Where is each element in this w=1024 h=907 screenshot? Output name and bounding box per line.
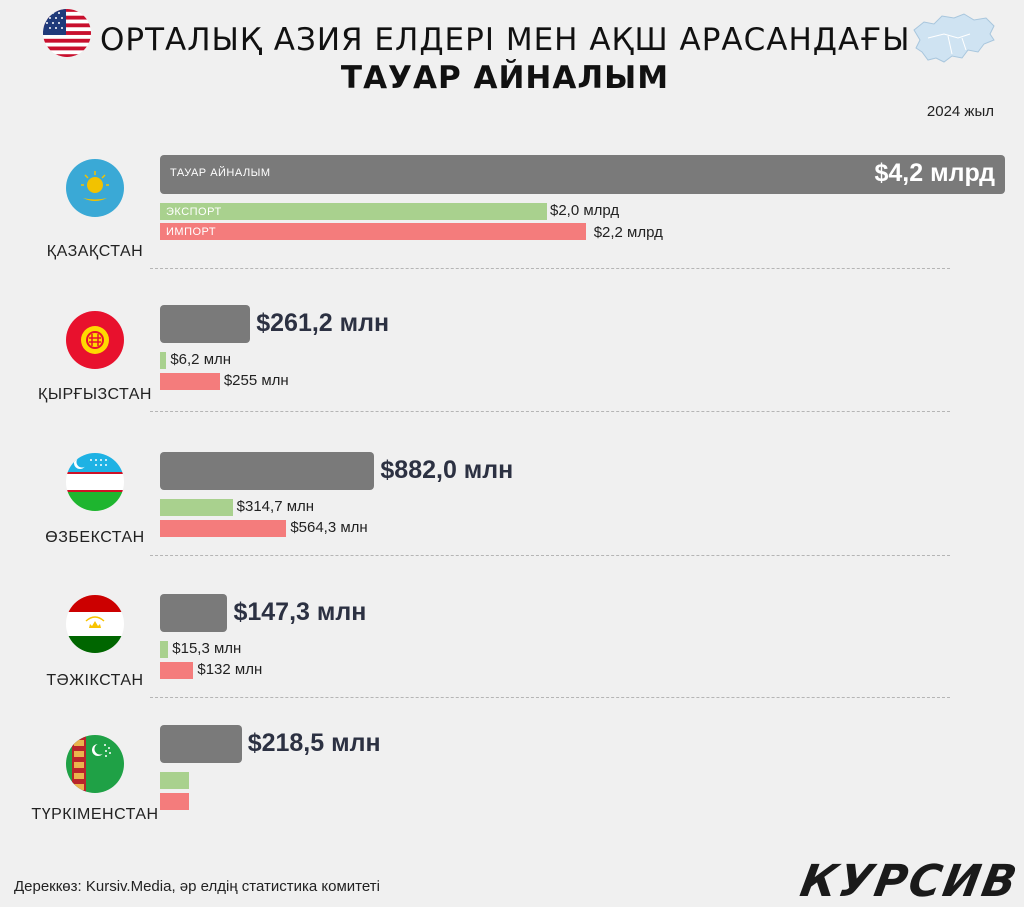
- import-label-kyrgyzstan: $255 млн: [223, 372, 289, 389]
- total-label-turkmenistan: $218,5 млн: [247, 729, 381, 757]
- year-label: 2024 жыл: [926, 103, 994, 120]
- import-label-uzbekistan: $564,3 млн: [290, 519, 368, 536]
- title-line-1: ОРТАЛЫҚ АЗИЯ ЕЛДЕРІ МЕН АҚШ АРАСАНДАҒЫ: [100, 22, 911, 58]
- bar-import-kyrgyzstan: [160, 373, 220, 390]
- bar-import-uzbekistan: [160, 520, 287, 537]
- bar-export-caption-kazakhstan: ЭКСПОРТ: [166, 206, 222, 218]
- bar-export-tajikistan: [160, 641, 169, 658]
- export-label-kyrgyzstan: $6,2 млн: [170, 351, 232, 368]
- country-label-uzbekistan: ӨЗБЕКСТАН: [45, 529, 145, 546]
- country-label-kyrgyzstan: ҚЫРҒЫЗСТАН: [38, 386, 152, 403]
- kyrgyzstan-flag-icon: [66, 311, 124, 369]
- total-label-uzbekistan: $882,0 млн: [380, 456, 514, 484]
- country-label-tajikistan: ТӘЖІКСТАН: [46, 672, 144, 689]
- total-label-tajikistan: $147,3 млн: [233, 598, 367, 626]
- source-note: Дереккөз: Kursiv.Media, әр елдің статист…: [14, 878, 380, 895]
- bar-export-kyrgyzstan: [160, 352, 167, 369]
- row-divider: [150, 697, 950, 698]
- total-label-kyrgyzstan: $261,2 млн: [256, 309, 390, 337]
- bar-export-turkmenistan: [160, 772, 189, 789]
- export-label-tajikistan: $15,3 млн: [172, 640, 242, 657]
- bar-total-kyrgyzstan: [160, 305, 251, 343]
- bar-total-kazakhstan: [160, 155, 1005, 194]
- import-label-kazakhstan: $2,2 млрд: [593, 224, 663, 241]
- bar-total-tajikistan: [160, 594, 228, 632]
- bar-import-caption-kazakhstan: ИМПОРТ: [166, 226, 217, 238]
- bar-total-turkmenistan: [160, 725, 242, 763]
- bar-import-turkmenistan: [160, 793, 189, 810]
- country-label-kazakhstan: ҚАЗАҚСТАН: [46, 243, 144, 260]
- country-label-turkmenistan: ТҮРКІМЕНСТАН: [31, 806, 159, 823]
- row-divider: [150, 555, 950, 556]
- turkmenistan-flag-icon: [66, 735, 124, 793]
- export-label-kazakhstan: $2,0 млрд: [550, 202, 620, 219]
- row-divider: [150, 268, 950, 269]
- import-label-tajikistan: $132 млн: [197, 661, 263, 678]
- bar-export-kazakhstan: [160, 203, 547, 220]
- bar-import-kazakhstan: [160, 223, 586, 240]
- bar-total-uzbekistan: [160, 452, 375, 490]
- export-label-uzbekistan: $314,7 млн: [236, 498, 315, 515]
- central-asia-map-icon: [913, 13, 995, 63]
- bar-total-caption-kazakhstan: ТАУАР АЙНАЛЫМ: [170, 167, 271, 179]
- uzbekistan-flag-icon: [66, 453, 124, 511]
- kazakhstan-flag-icon: [66, 159, 124, 217]
- title-line-2: ТАУАР АЙНАЛЫМ: [340, 60, 670, 96]
- us-flag-icon: [43, 9, 91, 57]
- tajikistan-flag-icon: [66, 595, 124, 653]
- bar-export-uzbekistan: [160, 499, 233, 516]
- brand-logo: КУРСИВ: [796, 856, 1023, 907]
- row-divider: [150, 411, 950, 412]
- total-label-kazakhstan: $4,2 млрд: [874, 159, 996, 187]
- bar-import-tajikistan: [160, 662, 194, 679]
